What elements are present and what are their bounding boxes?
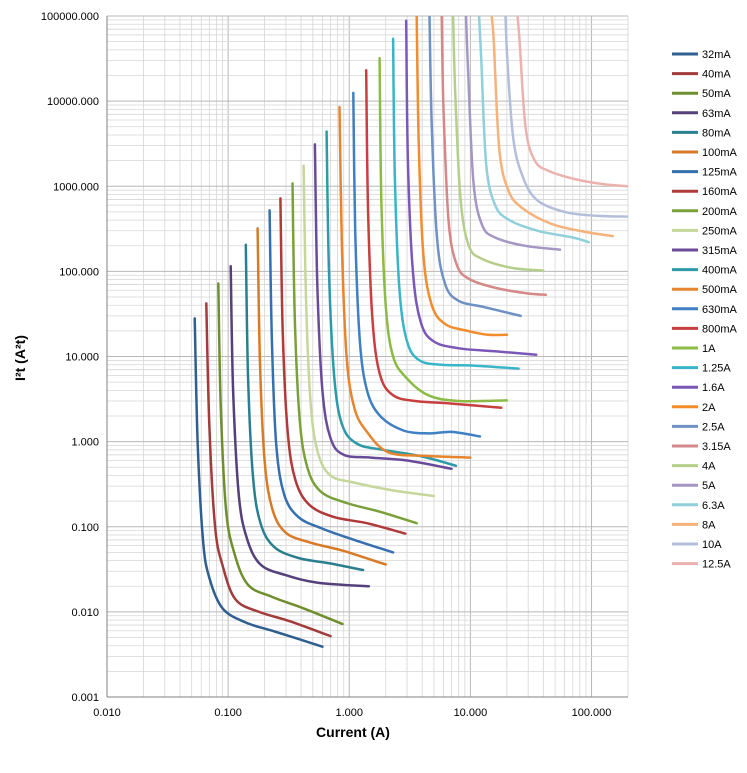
legend-label: 4A (702, 461, 716, 473)
series-line-1.25A (391, 37, 520, 370)
legend-label: 10A (702, 539, 722, 551)
legend-label: 160mA (702, 186, 738, 198)
series-line-2.5A (428, 16, 522, 318)
series-line-40mA (205, 302, 332, 638)
legend-label: 200mA (702, 206, 738, 218)
series-lines (193, 16, 628, 648)
legend-label: 5A (702, 480, 716, 492)
x-tick-labels: 0.010 0.100 1.000 10.000 100.000 (93, 707, 611, 719)
x-tick-label: 100.000 (572, 707, 612, 719)
legend-label: 3.15A (702, 441, 731, 453)
legend-label: 8A (702, 519, 716, 531)
series-line-630mA (352, 91, 482, 438)
legend-label: 100mA (702, 147, 738, 159)
series-line-250mA (302, 164, 436, 498)
legend-label: 12.5A (702, 559, 731, 571)
legend: 32mA 40mA 50mA 63mA 80mA 100mA 125mA 160mA 200mA… (672, 49, 738, 571)
axes (106, 16, 628, 698)
y-tick-labels: 0.001 0.010 0.100 1.000 10.000 100.000 1000.00… (41, 11, 99, 704)
x-tick-label: 0.010 (93, 707, 121, 719)
x-axis-label: Current (A) (316, 724, 390, 740)
y-axis-label: I²t (A²t) (12, 335, 28, 381)
series-line-800mA (364, 69, 503, 410)
x-tick-label: 0.100 (214, 707, 242, 719)
y-tick-label: 100000.000 (41, 11, 99, 23)
y-tick-label: 0.010 (71, 607, 99, 619)
legend-label: 40mA (702, 69, 731, 81)
legend-label: 80mA (702, 127, 731, 139)
series-line-80mA (244, 243, 365, 572)
series-line-500mA (338, 105, 472, 459)
legend-label: 400mA (702, 265, 738, 277)
series-line-3.15A (440, 16, 548, 297)
series-line-2A (415, 16, 509, 337)
x-tick-label: 10.000 (454, 707, 488, 719)
legend-label: 800mA (702, 323, 738, 335)
y-tick-label: 10.000 (65, 352, 99, 364)
series-line-32mA (193, 317, 324, 648)
series-line-315mA (313, 143, 453, 471)
y-tick-label: 100.000 (59, 266, 99, 278)
legend-label: 1.6A (702, 382, 725, 394)
y-tick-label: 1.000 (71, 437, 99, 449)
x-tick-label: 1.000 (336, 707, 364, 719)
series-line-160mA (279, 197, 407, 535)
legend-label: 630mA (702, 304, 738, 316)
legend-label: 500mA (702, 284, 738, 296)
series-line-1.6A (404, 19, 538, 356)
series-line-5A (464, 16, 562, 251)
y-tick-label: 0.100 (71, 522, 99, 534)
series-line-8A (490, 16, 615, 238)
series-line-12.5A (516, 16, 628, 188)
legend-label: 2.5A (702, 421, 725, 433)
legend-label: 50mA (702, 88, 731, 100)
legend-label: 32mA (702, 49, 731, 61)
series-line-6.3A (477, 16, 591, 244)
y-tick-label: 1000.000 (53, 181, 99, 193)
series-line-200mA (291, 182, 418, 525)
legend-label: 315mA (702, 245, 738, 257)
series-line-1A (378, 56, 509, 403)
legend-label: 125mA (702, 167, 738, 179)
y-tick-label: 10000.000 (47, 96, 99, 108)
series-line-10A (504, 16, 628, 218)
legend-label: 250mA (702, 225, 738, 237)
legend-label: 1.25A (702, 363, 731, 375)
series-line-4A (451, 16, 545, 272)
legend-label: 6.3A (702, 500, 725, 512)
legend-label: 2A (702, 402, 716, 414)
series-line-125mA (268, 209, 395, 554)
legend-label: 1A (702, 343, 716, 355)
series-line-50mA (217, 282, 344, 626)
legend-label: 63mA (702, 108, 731, 120)
y-tick-label: 0.001 (71, 692, 99, 704)
series-line-100mA (256, 227, 387, 566)
series-line-63mA (229, 264, 371, 588)
